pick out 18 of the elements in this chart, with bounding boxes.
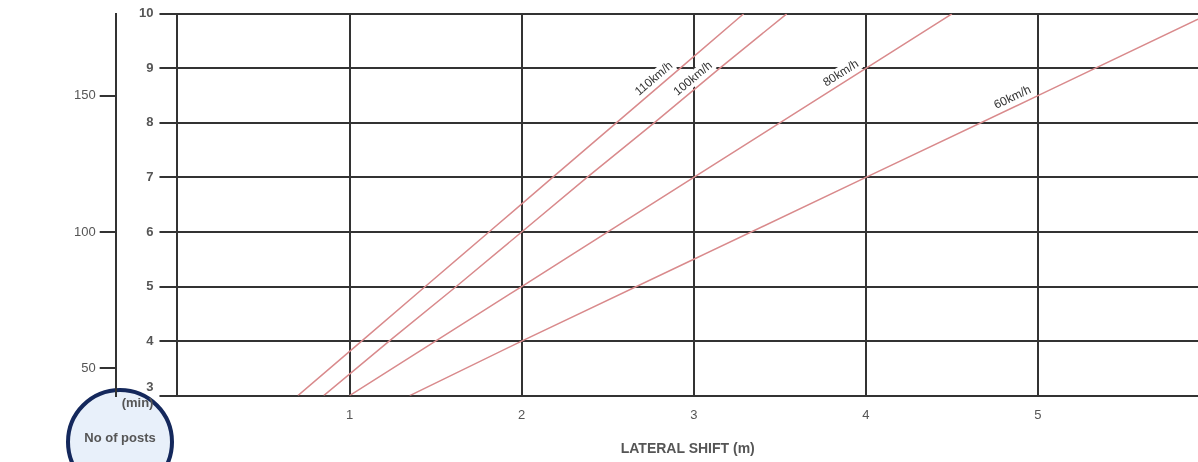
y-tick-label: 4 bbox=[146, 332, 155, 348]
y-tick-label: 3 (min) bbox=[121, 379, 154, 410]
x-tick-label: 1 bbox=[345, 406, 354, 422]
y2-tick-label: 150 bbox=[73, 87, 96, 103]
y-tick-label: 5 bbox=[146, 278, 154, 294]
x-tick-label: 4 bbox=[862, 406, 870, 422]
x-tick-label: 2 bbox=[518, 406, 526, 422]
y-tick-label: 10 bbox=[138, 5, 154, 21]
x-tick-label: 3 bbox=[690, 406, 698, 422]
y-tick-label: 7 bbox=[146, 169, 154, 185]
y-tick-label: 8 bbox=[146, 114, 154, 130]
x-axis-title: LATERAL SHIFT (m) bbox=[620, 440, 755, 457]
y-tick-label: 6 bbox=[146, 223, 154, 239]
y-tick-label: 9 bbox=[146, 59, 154, 75]
y-axis-title: No of posts bbox=[84, 429, 156, 445]
y2-tick-label: 50 bbox=[81, 359, 96, 375]
y2-tick-label: 100 bbox=[73, 223, 96, 239]
x-tick-label: 5 bbox=[1034, 406, 1042, 422]
